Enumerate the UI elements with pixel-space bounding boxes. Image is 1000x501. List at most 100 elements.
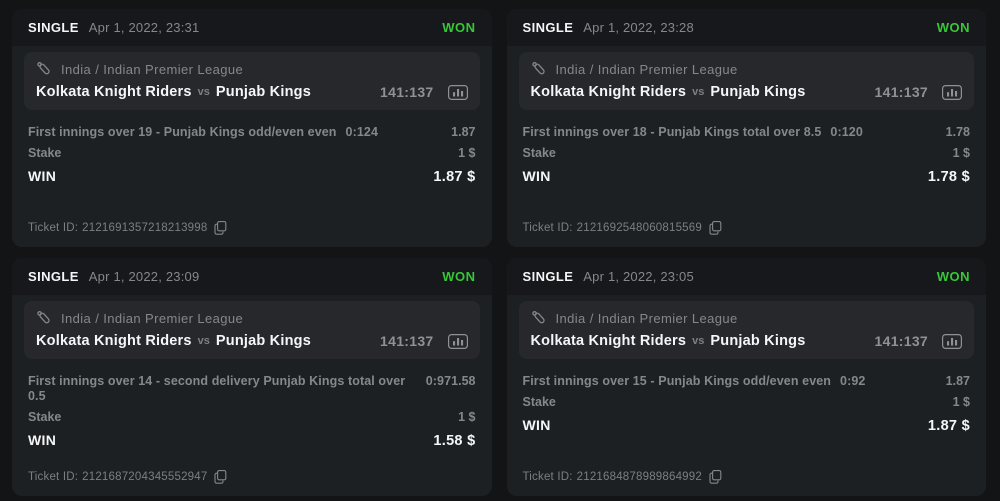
stake-value: 1 $ xyxy=(458,146,476,160)
league-name: India / Indian Premier League xyxy=(555,310,738,326)
stake-label: Stake xyxy=(522,395,556,409)
win-label: WIN xyxy=(522,417,551,433)
ticket-id-label: Ticket ID: xyxy=(522,222,573,234)
teams-row: Kolkata Knight Riders vs Punjab Kings 14… xyxy=(36,84,468,100)
vs-label: vs xyxy=(692,86,705,98)
win-value: 1.87 $ xyxy=(927,418,970,434)
league-name: India / Indian Premier League xyxy=(61,61,244,77)
status-badge: WON xyxy=(936,269,970,284)
home-team: Kolkata Knight Riders xyxy=(36,84,192,100)
bet-type-label: SINGLE xyxy=(28,20,79,35)
home-team: Kolkata Knight Riders xyxy=(530,84,687,100)
stake-value: 1 $ xyxy=(952,395,970,409)
bet-datetime: Apr 1, 2022, 23:09 xyxy=(88,269,200,284)
bet-card: SINGLE Apr 1, 2022, 23:09 WON India / In… xyxy=(12,258,492,496)
bet-type-label: SINGLE xyxy=(522,20,574,35)
bet-type-label: SINGLE xyxy=(522,269,574,284)
vs-label: vs xyxy=(692,335,705,347)
match-score: 141:137 xyxy=(874,84,928,100)
home-team: Kolkata Knight Riders xyxy=(36,333,192,349)
bet-datetime: Apr 1, 2022, 23:28 xyxy=(583,20,694,35)
ticket-id-label: Ticket ID: xyxy=(28,222,79,234)
match-score: 141:137 xyxy=(380,333,434,349)
stake-label: Stake xyxy=(28,410,62,424)
bet-details: First innings over 14 - second delivery … xyxy=(12,359,492,496)
ticket-id-label: Ticket ID: xyxy=(522,471,573,483)
stake-label: Stake xyxy=(522,146,556,160)
win-label: WIN xyxy=(28,432,57,448)
stake-label: Stake xyxy=(28,146,62,160)
bet-moment-score: 0:97 xyxy=(425,374,452,388)
cricket-bat-icon xyxy=(531,310,547,326)
selection-row: First innings over 14 - second delivery … xyxy=(28,371,476,407)
bet-card-header: SINGLE Apr 1, 2022, 23:28 WON xyxy=(506,9,986,46)
win-row: WIN 1.78 $ xyxy=(523,164,971,188)
bet-details: First innings over 19 - Punjab Kings odd… xyxy=(12,110,492,247)
bet-type-label: SINGLE xyxy=(28,269,79,284)
bet-details: First innings over 15 - Punjab Kings odd… xyxy=(507,359,987,496)
win-row: WIN 1.87 $ xyxy=(523,413,971,437)
bet-description: First innings over 15 - Punjab Kings odd… xyxy=(522,374,832,388)
match-info-block: India / Indian Premier League Kolkata Kn… xyxy=(518,52,974,110)
ticket-row: Ticket ID: 2121687204345552947 xyxy=(28,470,476,484)
bet-odds: 1.87 xyxy=(451,125,476,139)
status-badge: WON xyxy=(442,20,476,35)
match-info-block: India / Indian Premier League Kolkata Kn… xyxy=(518,301,974,359)
bar-chart-icon[interactable] xyxy=(942,333,962,349)
stake-row: Stake 1 $ xyxy=(523,392,971,413)
home-team: Kolkata Knight Riders xyxy=(530,333,687,349)
bar-chart-icon[interactable] xyxy=(447,333,468,349)
status-badge: WON xyxy=(936,20,970,35)
league-row: India / Indian Premier League xyxy=(36,310,468,326)
win-value: 1.78 $ xyxy=(927,169,970,185)
win-row: WIN 1.87 $ xyxy=(28,164,476,188)
copy-icon[interactable] xyxy=(709,470,722,484)
league-row: India / Indian Premier League xyxy=(531,61,963,77)
bar-chart-icon[interactable] xyxy=(447,84,468,100)
win-label: WIN xyxy=(28,168,57,184)
away-team: Punjab Kings xyxy=(710,333,806,349)
league-name: India / Indian Premier League xyxy=(555,61,738,77)
stake-row: Stake 1 $ xyxy=(523,143,971,164)
bar-chart-icon[interactable] xyxy=(942,84,962,100)
league-row: India / Indian Premier League xyxy=(531,310,963,326)
bet-card: SINGLE Apr 1, 2022, 23:05 WON India / In… xyxy=(506,258,987,496)
ticket-row: Ticket ID: 2121684878989864992 xyxy=(523,470,971,484)
win-label: WIN xyxy=(522,168,551,184)
bet-moment-score: 0:120 xyxy=(830,125,863,139)
status-badge: WON xyxy=(442,269,476,284)
vs-label: vs xyxy=(197,86,210,98)
selection-row: First innings over 18 - Punjab Kings tot… xyxy=(523,122,971,143)
match-score: 141:137 xyxy=(874,333,928,349)
bet-description: First innings over 19 - Punjab Kings odd… xyxy=(28,125,337,139)
ticket-id-label: Ticket ID: xyxy=(28,471,79,483)
teams-row: Kolkata Knight Riders vs Punjab Kings 14… xyxy=(531,84,963,100)
bet-card-header: SINGLE Apr 1, 2022, 23:05 WON xyxy=(506,258,986,295)
match-info-block: India / Indian Premier League Kolkata Kn… xyxy=(24,52,480,110)
win-value: 1.87 $ xyxy=(433,169,476,185)
away-team: Punjab Kings xyxy=(215,333,311,349)
copy-icon[interactable] xyxy=(709,221,722,235)
bet-card-header: SINGLE Apr 1, 2022, 23:31 WON xyxy=(12,9,492,46)
ticket-row: Ticket ID: 2121691357218213998 xyxy=(28,221,476,235)
league-name: India / Indian Premier League xyxy=(61,310,244,326)
stake-row: Stake 1 $ xyxy=(28,407,476,428)
copy-icon[interactable] xyxy=(214,470,227,484)
match-score: 141:137 xyxy=(380,84,434,100)
bet-details: First innings over 18 - Punjab Kings tot… xyxy=(507,110,987,247)
ticket-id-value: 2121692548060815569 xyxy=(576,222,702,234)
vs-label: vs xyxy=(197,335,210,347)
stake-row: Stake 1 $ xyxy=(28,143,476,164)
bet-moment-score: 0:92 xyxy=(840,374,866,388)
ticket-id-value: 2121684878989864992 xyxy=(576,471,702,483)
teams-row: Kolkata Knight Riders vs Punjab Kings 14… xyxy=(36,333,468,349)
bet-odds: 1.78 xyxy=(945,125,970,139)
copy-icon[interactable] xyxy=(214,221,227,235)
ticket-id-value: 2121687204345552947 xyxy=(82,471,208,483)
cricket-bat-icon xyxy=(531,61,547,77)
bet-description: First innings over 18 - Punjab Kings tot… xyxy=(522,125,822,139)
bet-odds: 1.87 xyxy=(945,374,970,388)
away-team: Punjab Kings xyxy=(215,84,311,100)
ticket-id-value: 2121691357218213998 xyxy=(82,222,208,234)
